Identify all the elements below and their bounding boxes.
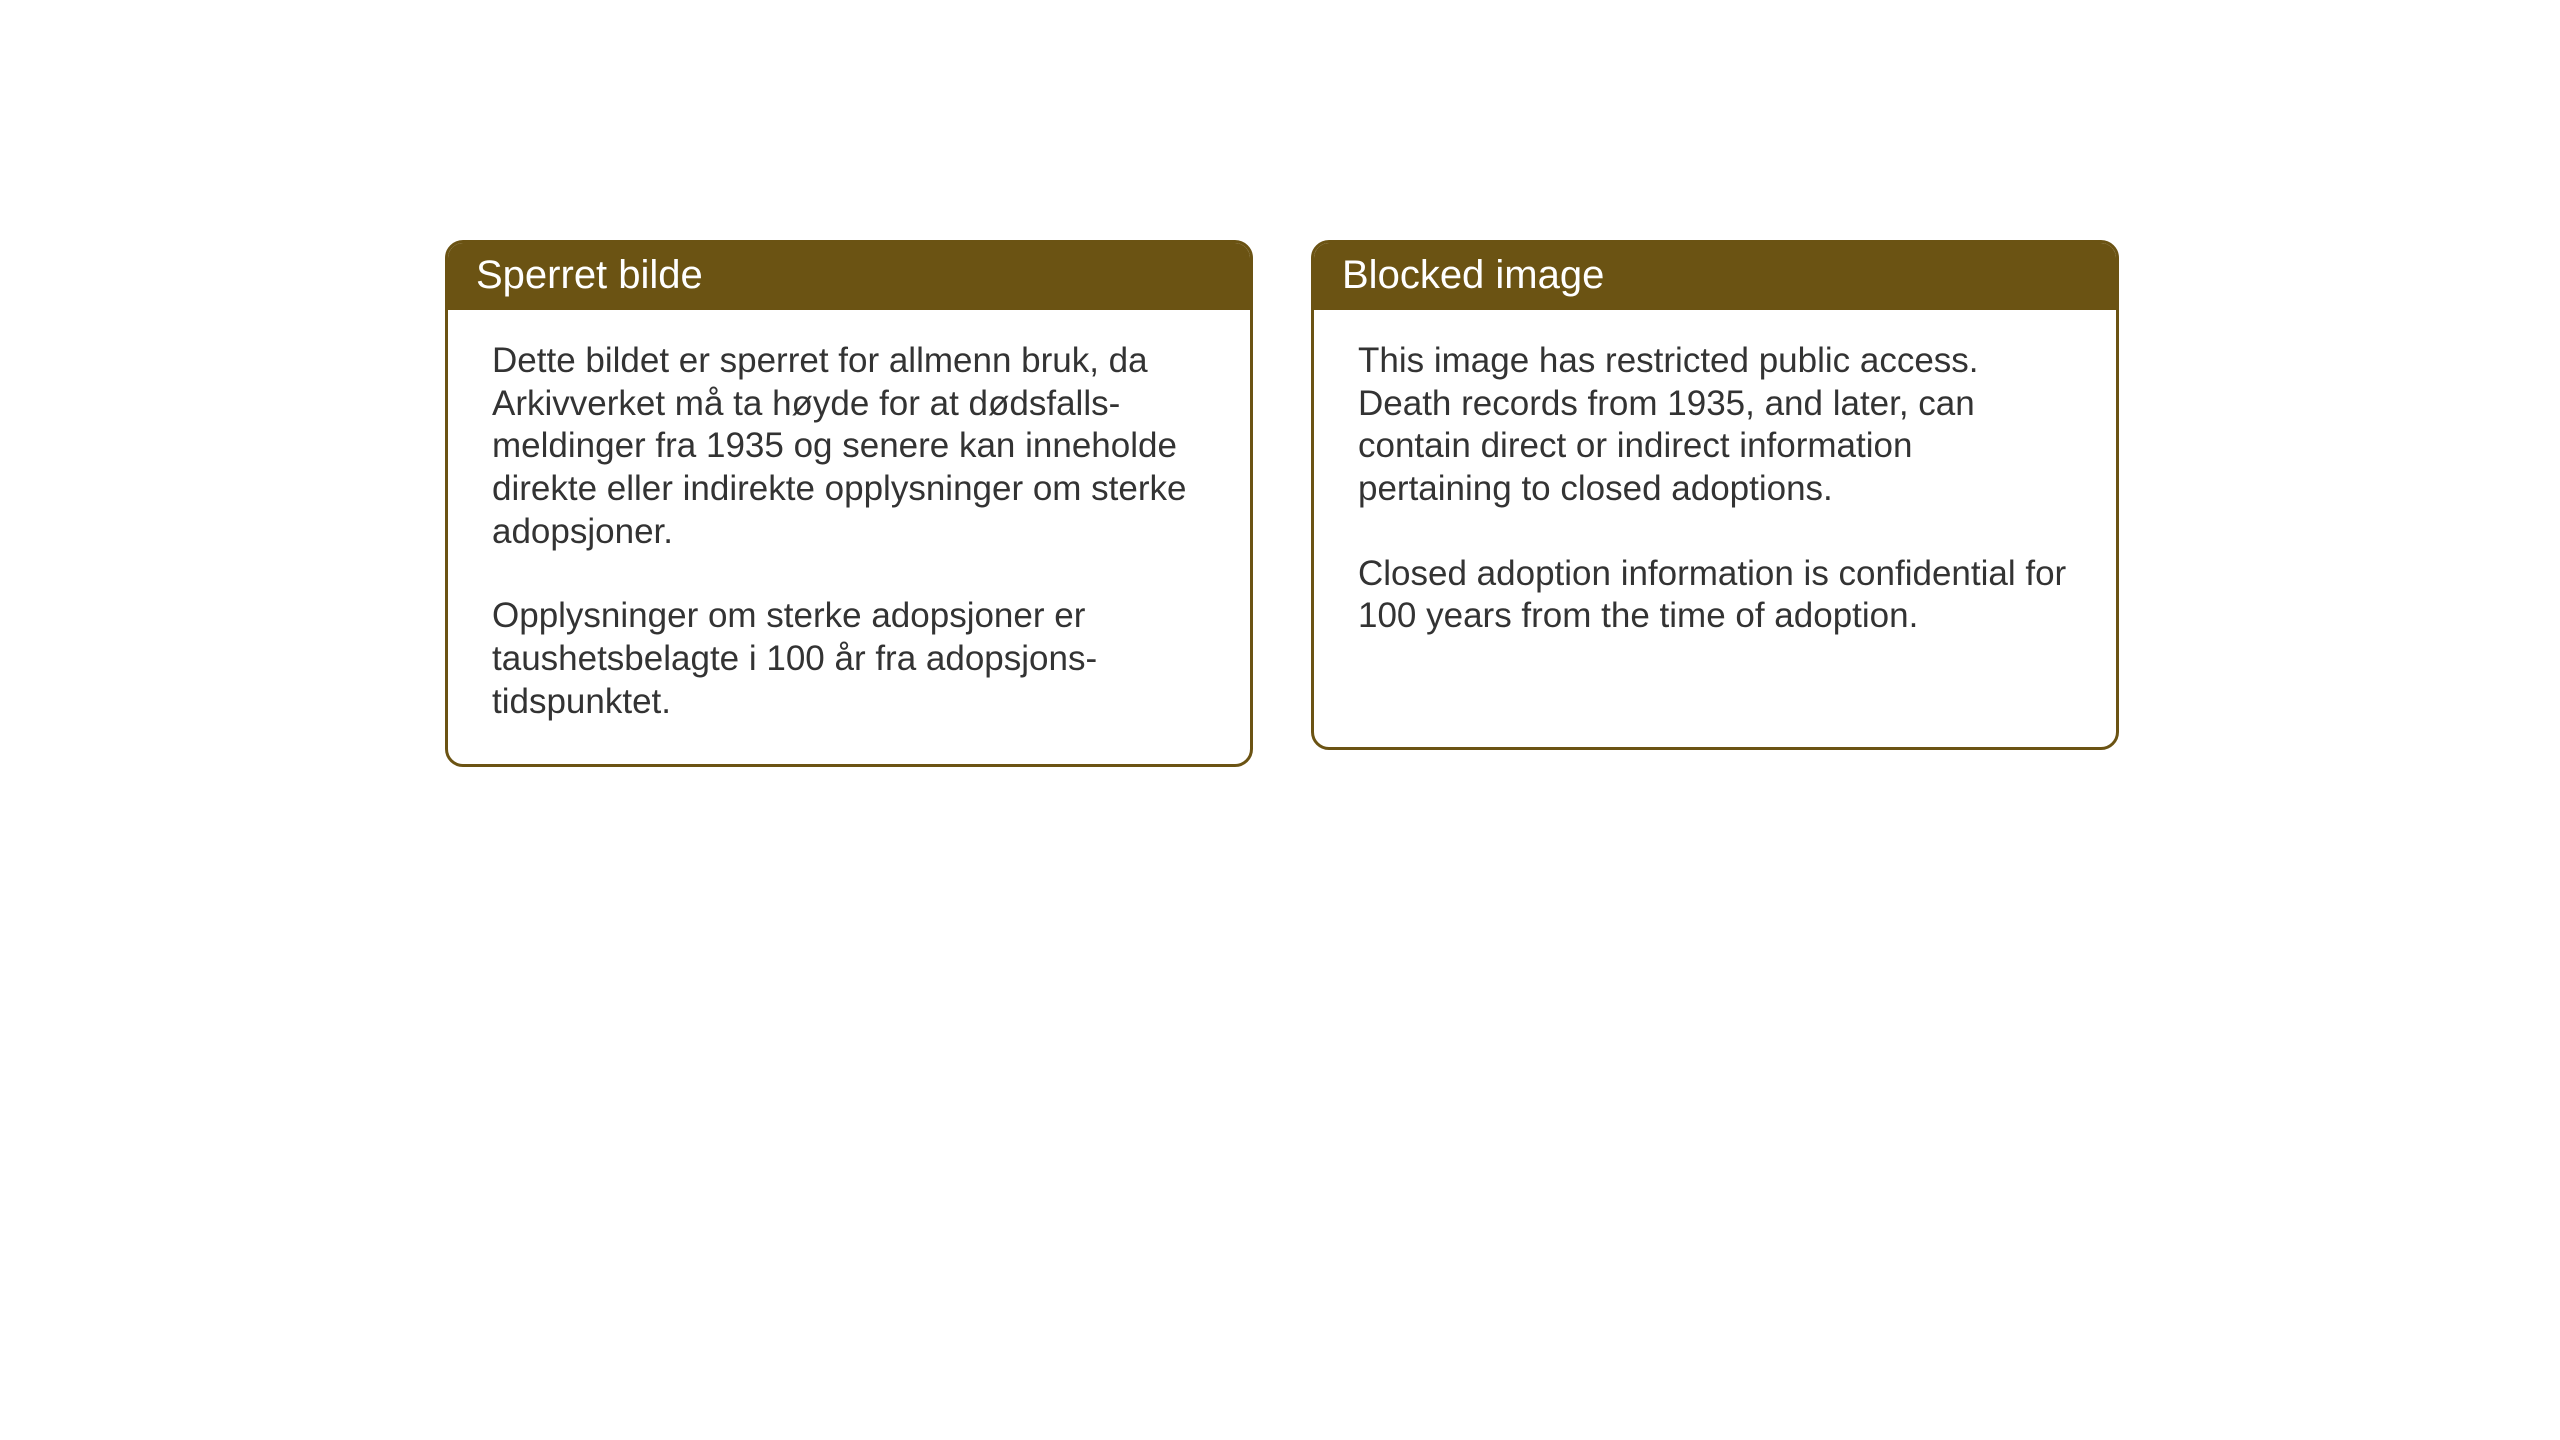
- blocked-image-card-norwegian: Sperret bilde Dette bildet er sperret fo…: [445, 240, 1253, 767]
- blocked-image-card-english: Blocked image This image has restricted …: [1311, 240, 2119, 750]
- card-body-norwegian: Dette bildet er sperret for allmenn bruk…: [448, 310, 1250, 764]
- card-paragraph-1-english: This image has restricted public access.…: [1358, 340, 2072, 511]
- card-paragraph-2-norwegian: Opplysninger om sterke adopsjoner er tau…: [492, 595, 1206, 723]
- message-cards-container: Sperret bilde Dette bildet er sperret fo…: [445, 240, 2119, 767]
- card-title-english: Blocked image: [1342, 253, 1604, 297]
- card-header-english: Blocked image: [1314, 243, 2116, 310]
- card-body-english: This image has restricted public access.…: [1314, 310, 2116, 678]
- card-paragraph-1-norwegian: Dette bildet er sperret for allmenn bruk…: [492, 340, 1206, 553]
- card-paragraph-2-english: Closed adoption information is confident…: [1358, 553, 2072, 638]
- card-header-norwegian: Sperret bilde: [448, 243, 1250, 310]
- card-title-norwegian: Sperret bilde: [476, 253, 703, 297]
